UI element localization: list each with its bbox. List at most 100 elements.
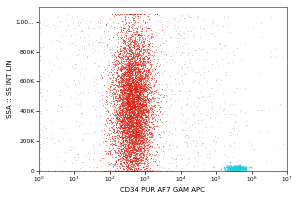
Point [123, 83, 128, 86]
Point [233, 121, 238, 124]
Point [138, 85, 143, 88]
Point [139, 125, 144, 128]
Point [131, 160, 136, 163]
Point [123, 61, 128, 65]
Point [125, 136, 130, 139]
Point [117, 157, 122, 160]
Point [136, 111, 141, 114]
Point [143, 119, 148, 122]
Point [224, 168, 229, 171]
Point [85, 25, 90, 28]
Point [152, 169, 156, 172]
Point [138, 152, 143, 155]
Point [130, 66, 135, 69]
Point [122, 165, 127, 168]
Point [130, 125, 135, 128]
Point [140, 159, 145, 162]
Point [129, 38, 134, 41]
Point [139, 30, 144, 33]
Point [133, 88, 138, 91]
Point [134, 156, 139, 160]
Point [118, 112, 122, 115]
Point [127, 98, 132, 101]
Point [112, 53, 117, 57]
Point [128, 134, 133, 137]
Point [127, 67, 132, 71]
Point [144, 92, 149, 95]
Point [109, 131, 114, 135]
Point [79, 111, 84, 114]
Point [118, 85, 123, 88]
Point [173, 26, 178, 30]
Point [148, 90, 153, 93]
Point [236, 168, 240, 171]
Point [132, 143, 137, 146]
Point [128, 169, 133, 172]
Point [129, 88, 134, 91]
Point [149, 107, 154, 110]
Point [94, 114, 99, 118]
Point [127, 25, 132, 28]
Point [128, 41, 133, 44]
Point [135, 117, 140, 120]
Point [140, 138, 145, 141]
Point [188, 15, 192, 19]
Point [134, 136, 139, 139]
Point [148, 86, 153, 89]
Point [136, 44, 140, 47]
Point [167, 148, 172, 151]
Point [162, 33, 167, 36]
Point [134, 136, 138, 139]
Point [124, 121, 129, 124]
Point [119, 94, 124, 97]
Point [122, 101, 127, 104]
Point [139, 140, 144, 144]
Point [140, 29, 145, 32]
Point [128, 69, 133, 72]
Point [142, 126, 147, 129]
Point [130, 45, 135, 48]
Point [128, 123, 133, 126]
Point [118, 82, 123, 85]
Point [131, 55, 136, 58]
Point [164, 60, 169, 63]
Point [140, 98, 145, 101]
Point [138, 128, 143, 132]
Point [140, 90, 145, 93]
Point [127, 77, 131, 80]
Point [128, 82, 133, 85]
Point [141, 112, 146, 115]
Point [78, 20, 82, 24]
Point [124, 166, 129, 170]
Point [110, 64, 115, 67]
Point [121, 150, 126, 153]
Point [131, 169, 136, 172]
Point [127, 169, 132, 172]
Point [145, 42, 150, 45]
Point [129, 151, 134, 154]
Point [130, 86, 134, 89]
Point [150, 117, 155, 120]
Point [136, 63, 140, 66]
Point [152, 109, 157, 112]
Point [120, 134, 124, 137]
Point [144, 94, 149, 97]
Point [180, 52, 185, 55]
Point [138, 134, 142, 138]
Point [120, 123, 125, 126]
Point [108, 162, 113, 165]
Point [127, 129, 132, 132]
Point [69, 95, 74, 98]
Point [45, 136, 50, 139]
Point [129, 169, 134, 172]
Point [131, 13, 136, 16]
Point [128, 101, 132, 105]
Point [134, 124, 139, 127]
Point [133, 136, 138, 139]
Point [157, 162, 162, 165]
Point [126, 98, 131, 102]
Point [226, 23, 231, 27]
Point [135, 131, 140, 134]
Point [122, 114, 127, 117]
Point [150, 74, 154, 77]
